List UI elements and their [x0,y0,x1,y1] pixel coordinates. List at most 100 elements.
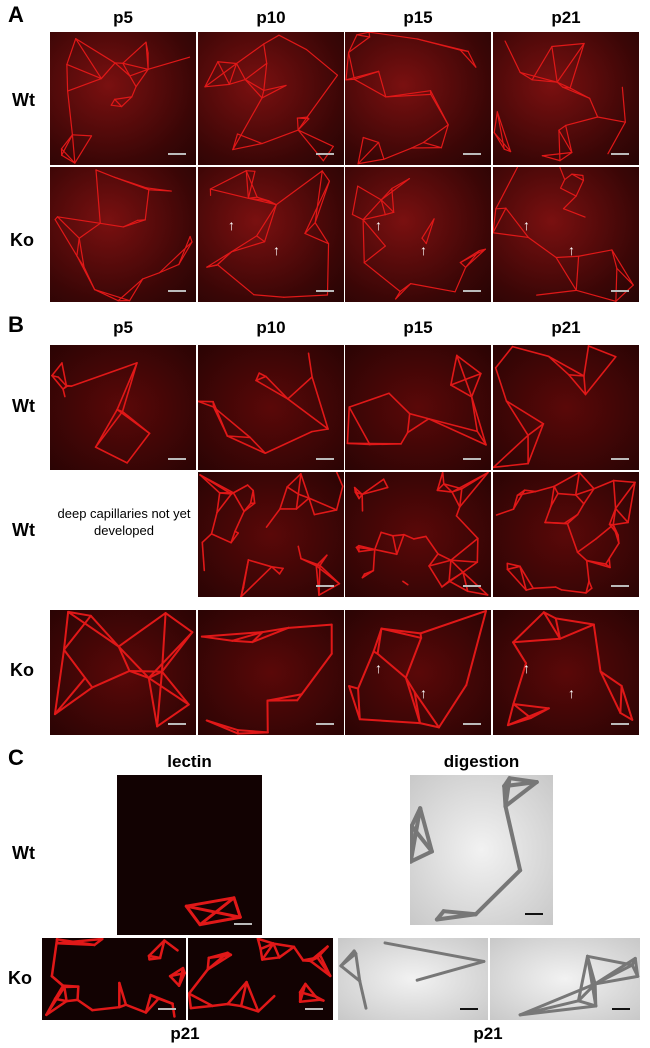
vessel [278,34,308,51]
vessel [494,345,514,369]
vessel [430,93,449,126]
micrograph-b [493,345,639,470]
vessel [527,423,545,437]
vessel [408,412,430,420]
arrow-icon: ↑ [568,242,575,258]
vessel [593,974,640,986]
scale-bar [460,1008,478,1010]
vessel [380,627,422,635]
vessel [297,545,302,560]
vessel [372,627,383,653]
vessel [313,509,338,516]
vessel [163,939,179,952]
scale-bar [463,458,481,460]
vessel [493,207,507,234]
digestion-wt [410,775,553,925]
vessel-network [345,32,477,165]
vessel [304,232,330,245]
vessel [314,180,331,224]
vessel [76,998,94,1012]
vessel [226,435,267,455]
vessel [582,174,585,182]
vessel [404,636,423,679]
scale-bar [611,458,629,460]
vessel [210,511,218,535]
arrow-icon: ↑ [568,685,575,701]
micrograph-b [198,472,344,597]
vessel [614,481,636,510]
vessel [391,187,395,213]
vessel [532,586,557,590]
vessel [347,34,358,54]
vessel [188,968,209,995]
vessel [619,684,623,714]
vessel-network [351,178,487,300]
vessel [357,158,385,165]
vessel [230,530,236,544]
vessel [576,551,588,562]
col-header: p15 [403,8,433,27]
vessel [54,218,78,257]
arrow-icon: ↑ [375,217,382,233]
vessel [321,170,331,182]
vessel [300,473,310,499]
vessel [297,129,334,148]
micrograph-b [198,610,344,735]
vessel [462,561,479,574]
vessel-network [353,472,489,596]
vessel [296,693,303,702]
micrograph-a: ↑ ↑ [493,167,639,302]
vessel [263,43,268,64]
vessel [493,208,497,234]
vessel [156,703,190,728]
vessel [94,446,128,464]
vessel [93,288,119,302]
vessel [415,959,486,982]
vessel-network [199,472,344,597]
vessel [255,375,267,382]
vessel [78,222,101,239]
vessel [114,96,133,100]
vessel [314,170,323,224]
vessel [275,170,323,206]
vessel [620,684,634,721]
vessel [413,535,427,540]
vessel [542,611,557,620]
vessel [147,954,162,960]
vessel [286,473,302,488]
vessel [234,510,245,533]
vessel [377,141,385,160]
vessel [247,197,277,206]
vessel [558,124,567,131]
vessel [178,241,193,266]
vessel [353,486,360,500]
vessel [585,580,590,594]
vessel [91,1005,121,1012]
vessel [505,400,545,425]
vessel [599,670,623,687]
vessel [297,493,310,499]
vessel [358,548,376,553]
vessel [50,974,66,989]
vessel [110,98,116,106]
vessel [296,117,299,131]
vessel [256,938,262,951]
vessel [511,345,550,358]
vessel [209,188,249,199]
vessel [295,497,310,510]
col-header: p5 [113,318,133,337]
vessel [568,374,585,377]
vessel [168,971,186,978]
vessel [240,566,273,597]
row-label: Wt [12,396,35,416]
vessel [62,614,92,651]
vessel [363,262,401,293]
vessel [448,580,469,593]
vessel [147,670,163,679]
vessel [245,170,256,172]
vessel [226,1002,243,1008]
vessel [404,676,421,725]
vessel [470,372,482,398]
vessel [318,564,321,596]
vessel [261,84,287,99]
